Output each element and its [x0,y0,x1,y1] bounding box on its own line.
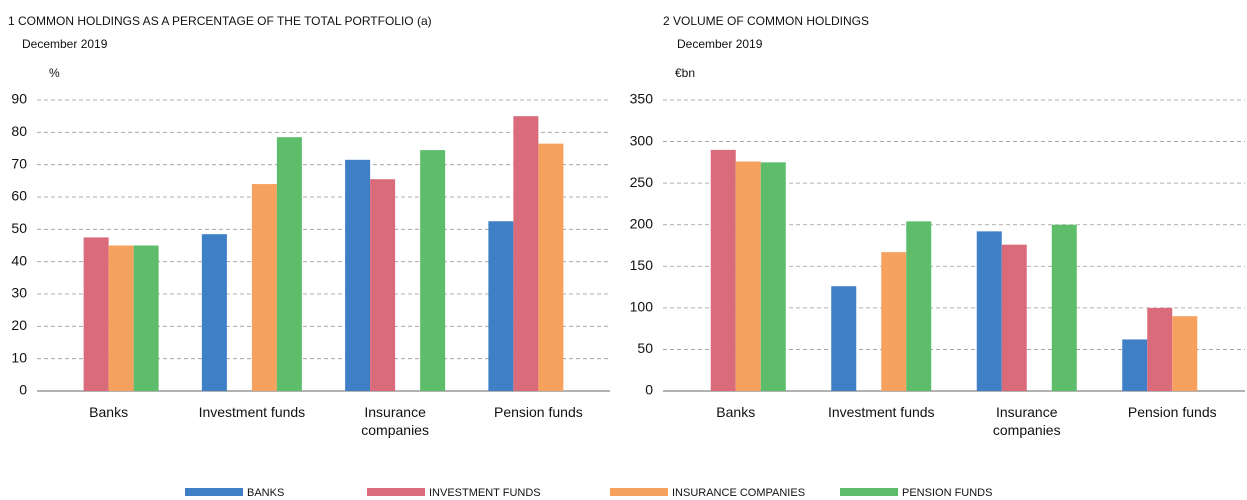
bar [1147,307,1173,391]
bar [108,245,134,391]
chart-title: 2 VOLUME OF COMMON HOLDINGS [663,14,869,28]
y-tick-label: 150 [630,257,654,273]
y-tick-label: 0 [19,382,27,398]
x-tick-label: Insurance companies [361,404,429,438]
chart-subtitle: December 2019 [22,37,108,51]
legend-label: BANKS [247,487,284,499]
legend-label: PENSION FUNDS [902,487,992,499]
bar [1001,244,1027,391]
legend-swatch [367,488,425,496]
bar [760,162,786,391]
chart-title: 1 COMMON HOLDINGS AS A PERCENTAGE OF THE… [8,14,432,28]
bar [1051,224,1077,391]
y-tick-label: 30 [11,285,27,301]
y-tick-label: 100 [630,299,654,315]
bar [881,252,907,391]
bar [1172,316,1198,391]
y-axis-label: % [49,66,60,80]
bar [488,221,514,391]
bar [133,245,159,391]
y-tick-label: 90 [11,91,27,107]
bar [345,159,371,391]
bar [276,137,302,391]
y-tick-label: 40 [11,252,27,268]
y-tick-label: 60 [11,188,27,204]
legend-swatch [840,488,898,496]
legend-swatch [610,488,668,496]
x-tick-label: Banks [716,404,756,420]
bar [976,231,1002,391]
y-tick-label: 300 [630,132,654,148]
bar [831,286,857,391]
bar [420,150,446,391]
legend-label: INVESTMENT FUNDS [429,487,541,499]
bar [201,234,227,391]
y-tick-label: 0 [645,382,653,398]
x-tick-label: Pension funds [494,404,583,420]
y-tick-label: 50 [637,340,653,356]
x-tick-label: Investment funds [827,404,935,420]
y-tick-label: 20 [11,317,27,333]
bar [735,161,761,391]
bar [251,184,277,391]
legend-swatch [185,488,243,496]
y-tick-label: 80 [11,123,27,139]
chart-subtitle: December 2019 [677,37,763,51]
bar [1122,339,1148,391]
y-axis-label: €bn [675,66,695,80]
x-tick-label: Investment funds [198,404,306,420]
y-tick-label: 250 [630,174,654,190]
y-tick-label: 200 [630,215,654,231]
bar [538,143,564,391]
bar [710,149,736,391]
y-tick-label: 50 [11,220,27,236]
x-tick-label: Pension funds [1127,404,1217,420]
x-tick-label: Banks [89,404,129,420]
x-tick-label: Insurance companies [992,404,1061,438]
y-tick-label: 350 [630,91,654,107]
bar [370,179,396,391]
y-tick-label: 10 [11,349,27,365]
bar [83,237,109,391]
bar [513,116,539,392]
bar [906,221,932,391]
y-tick-label: 70 [11,155,27,171]
legend-label: INSURANCE COMPANIES [672,487,805,499]
